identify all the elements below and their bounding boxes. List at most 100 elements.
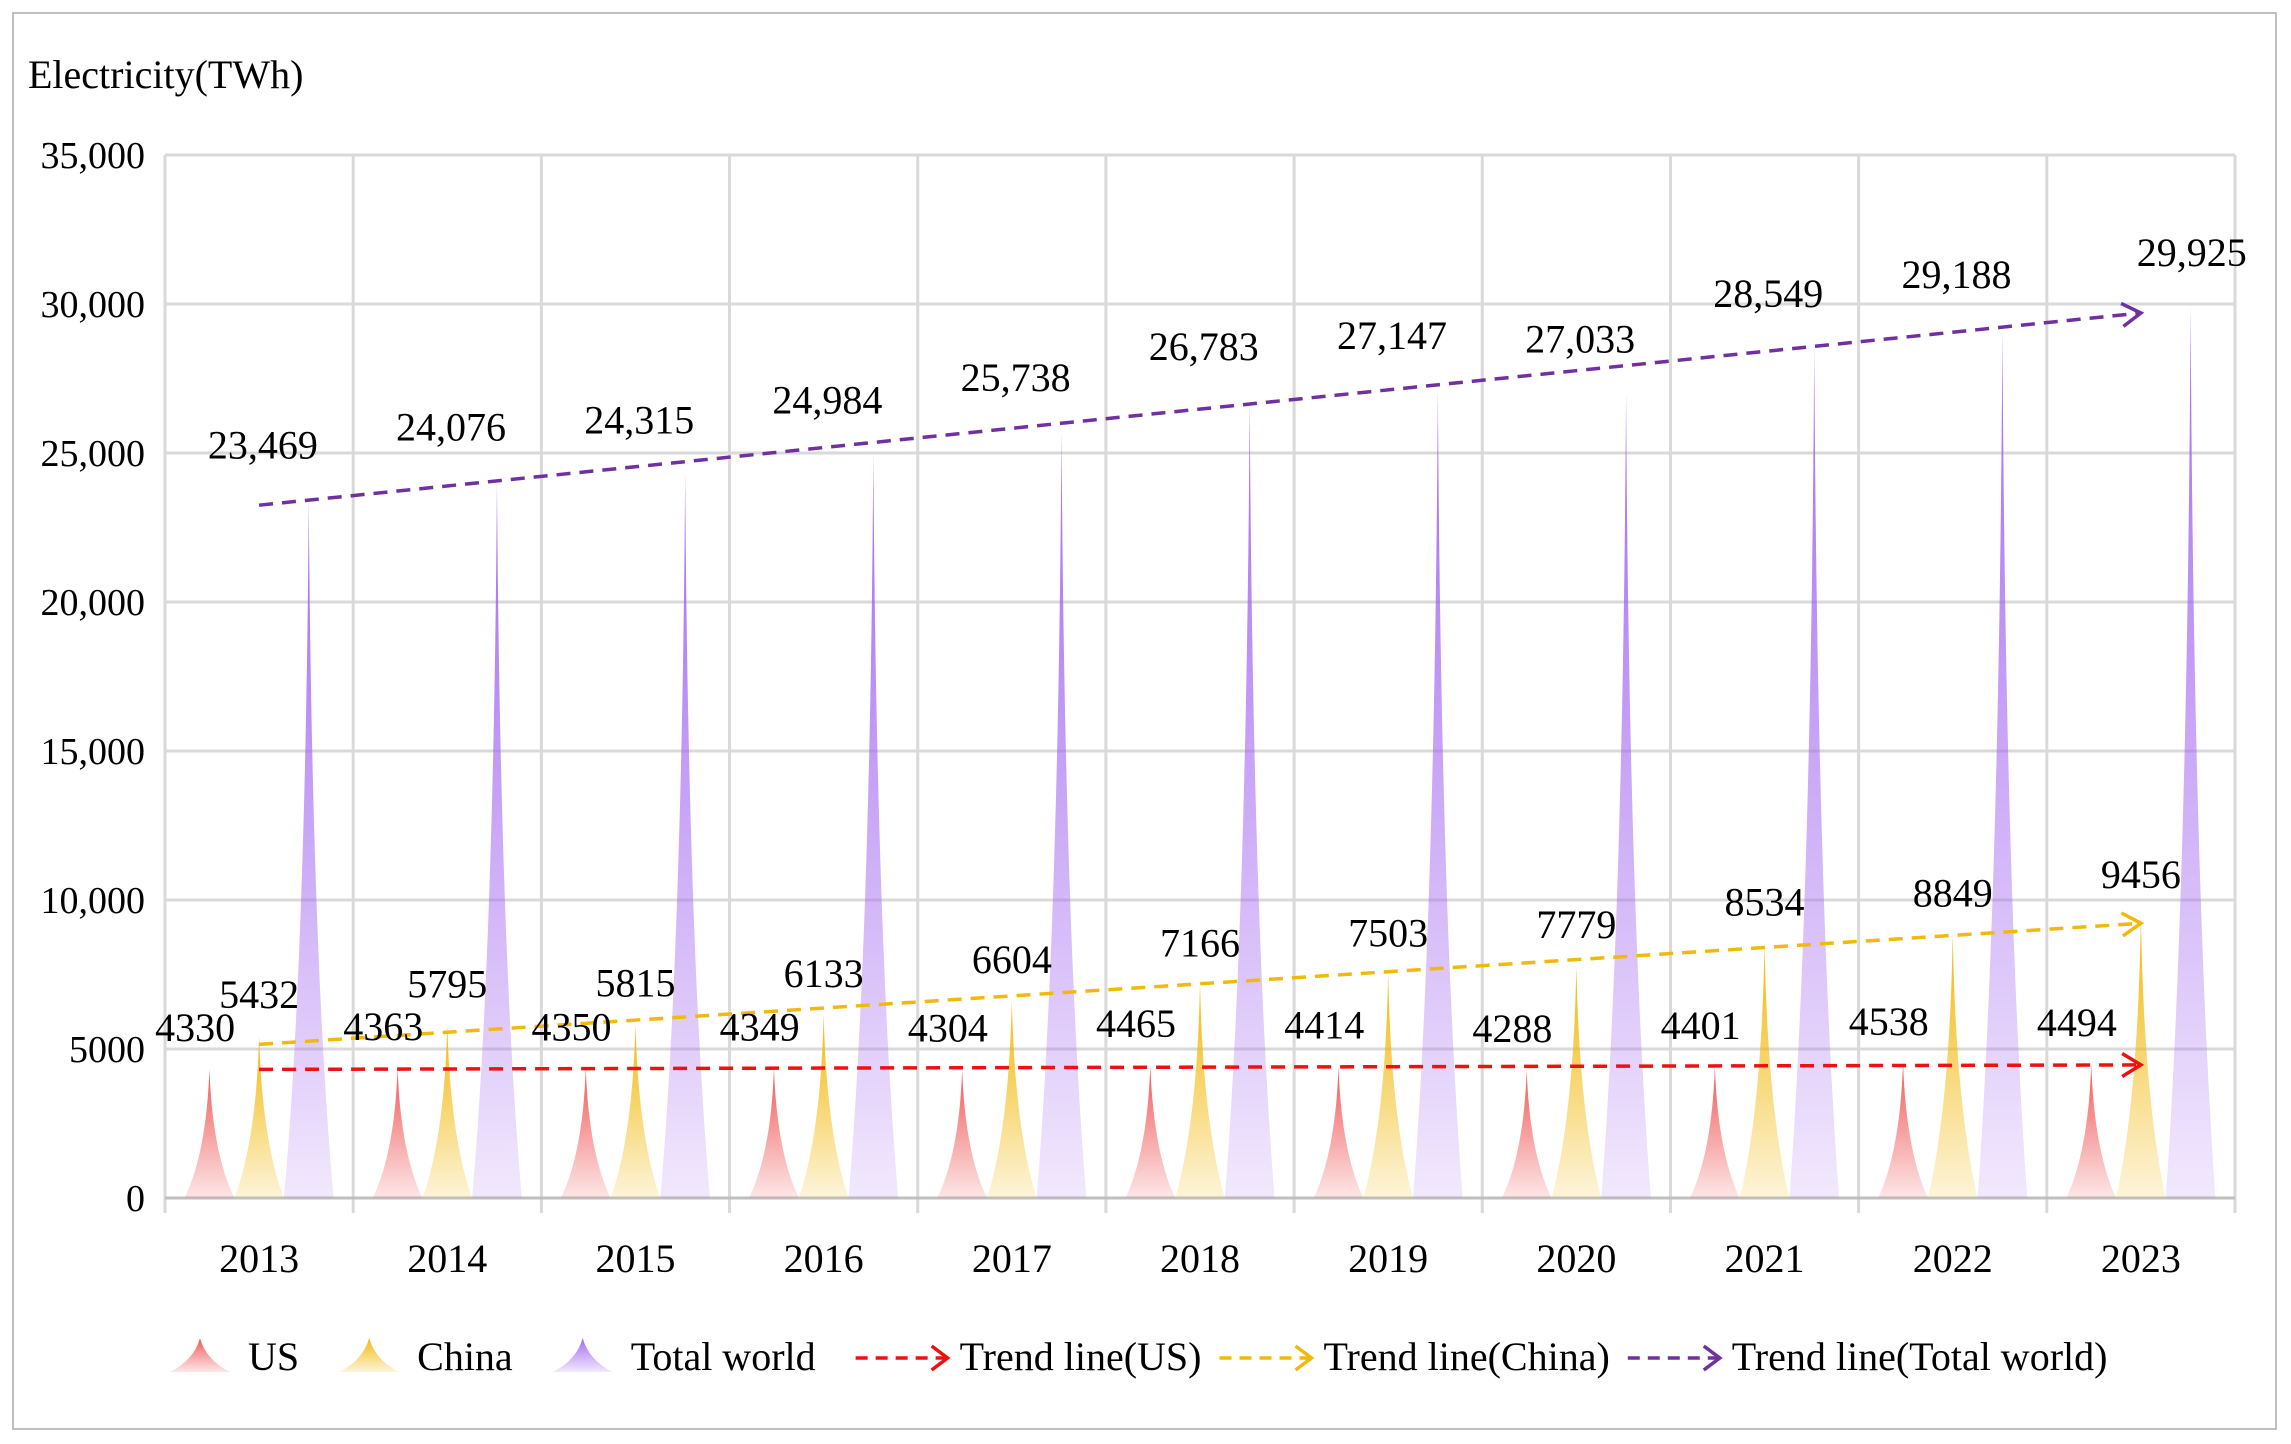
data-label-total-world: 28,549 [1713, 271, 1823, 316]
x-tick-label: 2013 [219, 1236, 299, 1281]
data-label-us: 4288 [1472, 1006, 1552, 1051]
bar-us [937, 1069, 987, 1198]
legend-item-trend-1: Trend line(China) [1219, 1334, 1610, 1379]
y-tick-label: 5000 [69, 1029, 145, 1071]
data-label-china: 7503 [1348, 910, 1428, 955]
y-tick-label: 30,000 [41, 284, 146, 326]
y-tick-label: 25,000 [41, 433, 146, 475]
data-label-china: 7779 [1536, 902, 1616, 947]
bar-us [749, 1068, 799, 1198]
bar-us [1878, 1062, 1928, 1198]
y-tick-label: 0 [126, 1178, 145, 1220]
bar-us [1313, 1066, 1364, 1198]
y-axis-title: Electricity(TWh) [28, 52, 303, 97]
legend-item-total-world: Total world [552, 1334, 816, 1379]
data-label-us: 4494 [2037, 1000, 2117, 1045]
bar-total-world [848, 453, 899, 1198]
data-label-china: 6133 [784, 951, 864, 996]
legend-item-us: US [170, 1334, 299, 1379]
y-tick-labels: 0 5000 10,000 15,000 20,000 25,000 30,000 35,00… [41, 135, 146, 1220]
legend-item-trend-2: Trend line(Total world) [1627, 1334, 2108, 1379]
legend-item-trend-0: Trend line(US) [855, 1334, 1202, 1379]
y-tick-label: 20,000 [41, 582, 146, 624]
legend: US China Total world Trend line(US) Trend li… [170, 1334, 2107, 1379]
bar-china [798, 1015, 849, 1198]
bar-us [1125, 1064, 1176, 1198]
svg-text:US: US [248, 1334, 299, 1379]
data-label-total-world: 29,925 [2137, 230, 2247, 275]
x-tick-label: 2022 [1913, 1236, 1993, 1281]
data-label-total-world: 24,984 [772, 377, 882, 422]
data-label-us: 4401 [1661, 1003, 1741, 1048]
bar-us [560, 1068, 611, 1198]
bar-china [1551, 966, 1602, 1198]
bar-us [372, 1067, 423, 1198]
data-label-total-world: 23,469 [208, 423, 318, 468]
bar-total-world [660, 473, 710, 1199]
data-label-china: 5815 [595, 961, 675, 1006]
y-tick-label: 15,000 [41, 731, 146, 773]
bar-china [2116, 916, 2166, 1198]
bar-total-world [283, 498, 334, 1199]
bar-china [234, 1036, 284, 1198]
data-label-us: 4538 [1849, 999, 1929, 1044]
x-tick-label: 2019 [1348, 1236, 1428, 1281]
data-label-total-world: 27,147 [1337, 313, 1447, 358]
data-label-china: 7166 [1160, 920, 1240, 965]
x-tick-label: 2020 [1536, 1236, 1616, 1281]
bar-total-world [2165, 306, 2216, 1198]
svg-text:Total world: Total world [631, 1334, 816, 1379]
x-tick-label: 2018 [1160, 1236, 1240, 1281]
data-label-china: 8534 [1725, 880, 1805, 925]
data-label-total-world: 26,783 [1149, 324, 1259, 369]
y-tick-label: 10,000 [41, 880, 146, 922]
data-label-total-world: 24,315 [584, 397, 694, 442]
data-label-china: 6604 [972, 937, 1052, 982]
bar-total-world [1977, 328, 2028, 1198]
svg-text:China: China [417, 1334, 513, 1379]
trend-arrowhead [2120, 301, 2145, 328]
data-label-total-world: 27,033 [1525, 316, 1635, 361]
x-tick-label: 2015 [595, 1236, 675, 1281]
bar-china [422, 1025, 473, 1198]
bar-total-world [1789, 347, 1840, 1198]
data-label-total-world: 25,738 [961, 355, 1071, 400]
bar-total-world [1601, 392, 1651, 1198]
legend-item-china: China [339, 1334, 513, 1379]
svg-text:Trend line(China): Trend line(China) [1324, 1334, 1610, 1379]
data-label-china: 8849 [1913, 870, 1993, 915]
trend-line-2 [258, 311, 2142, 507]
bar-total-world [472, 480, 522, 1199]
data-label-china: 5432 [219, 972, 299, 1017]
bar-china [1927, 934, 1978, 1198]
trend-line-1 [258, 921, 2142, 1047]
bar-total-world [1224, 399, 1275, 1199]
bar-us [1690, 1066, 1740, 1198]
trend-line-0 [259, 1063, 2141, 1072]
x-tick-label: 2021 [1725, 1236, 1805, 1281]
data-label-us: 4304 [908, 1006, 988, 1051]
svg-text:Trend line(Total world): Trend line(Total world) [1732, 1334, 2108, 1379]
svg-text:Trend line(US): Trend line(US) [960, 1334, 1202, 1379]
trend-arrowhead [2120, 911, 2145, 938]
bar-us [184, 1068, 235, 1198]
bar-total-world [1036, 431, 1087, 1199]
bar-china [1739, 943, 1790, 1198]
y-tick-label: 35,000 [41, 135, 146, 177]
triangle-columns [184, 306, 2216, 1199]
data-label-us: 4414 [1284, 1002, 1364, 1047]
data-label-us: 4363 [343, 1004, 423, 1049]
trend-arrowhead [2121, 1051, 2145, 1078]
bar-total-world [1413, 389, 1463, 1198]
trend-lines [258, 301, 2145, 1078]
data-label-us: 4350 [531, 1004, 611, 1049]
data-label-china: 5795 [407, 961, 487, 1006]
data-labels: 4330 4363 4350 4349 4304 4465 4414 4288 4401 4538… [155, 230, 2247, 1051]
bar-china [1175, 984, 1225, 1198]
data-label-us: 4465 [1096, 1001, 1176, 1046]
data-label-china: 9456 [2101, 852, 2181, 897]
bar-us [1501, 1070, 1552, 1198]
data-label-total-world: 29,188 [1901, 252, 2011, 297]
data-label-total-world: 24,076 [396, 405, 506, 450]
